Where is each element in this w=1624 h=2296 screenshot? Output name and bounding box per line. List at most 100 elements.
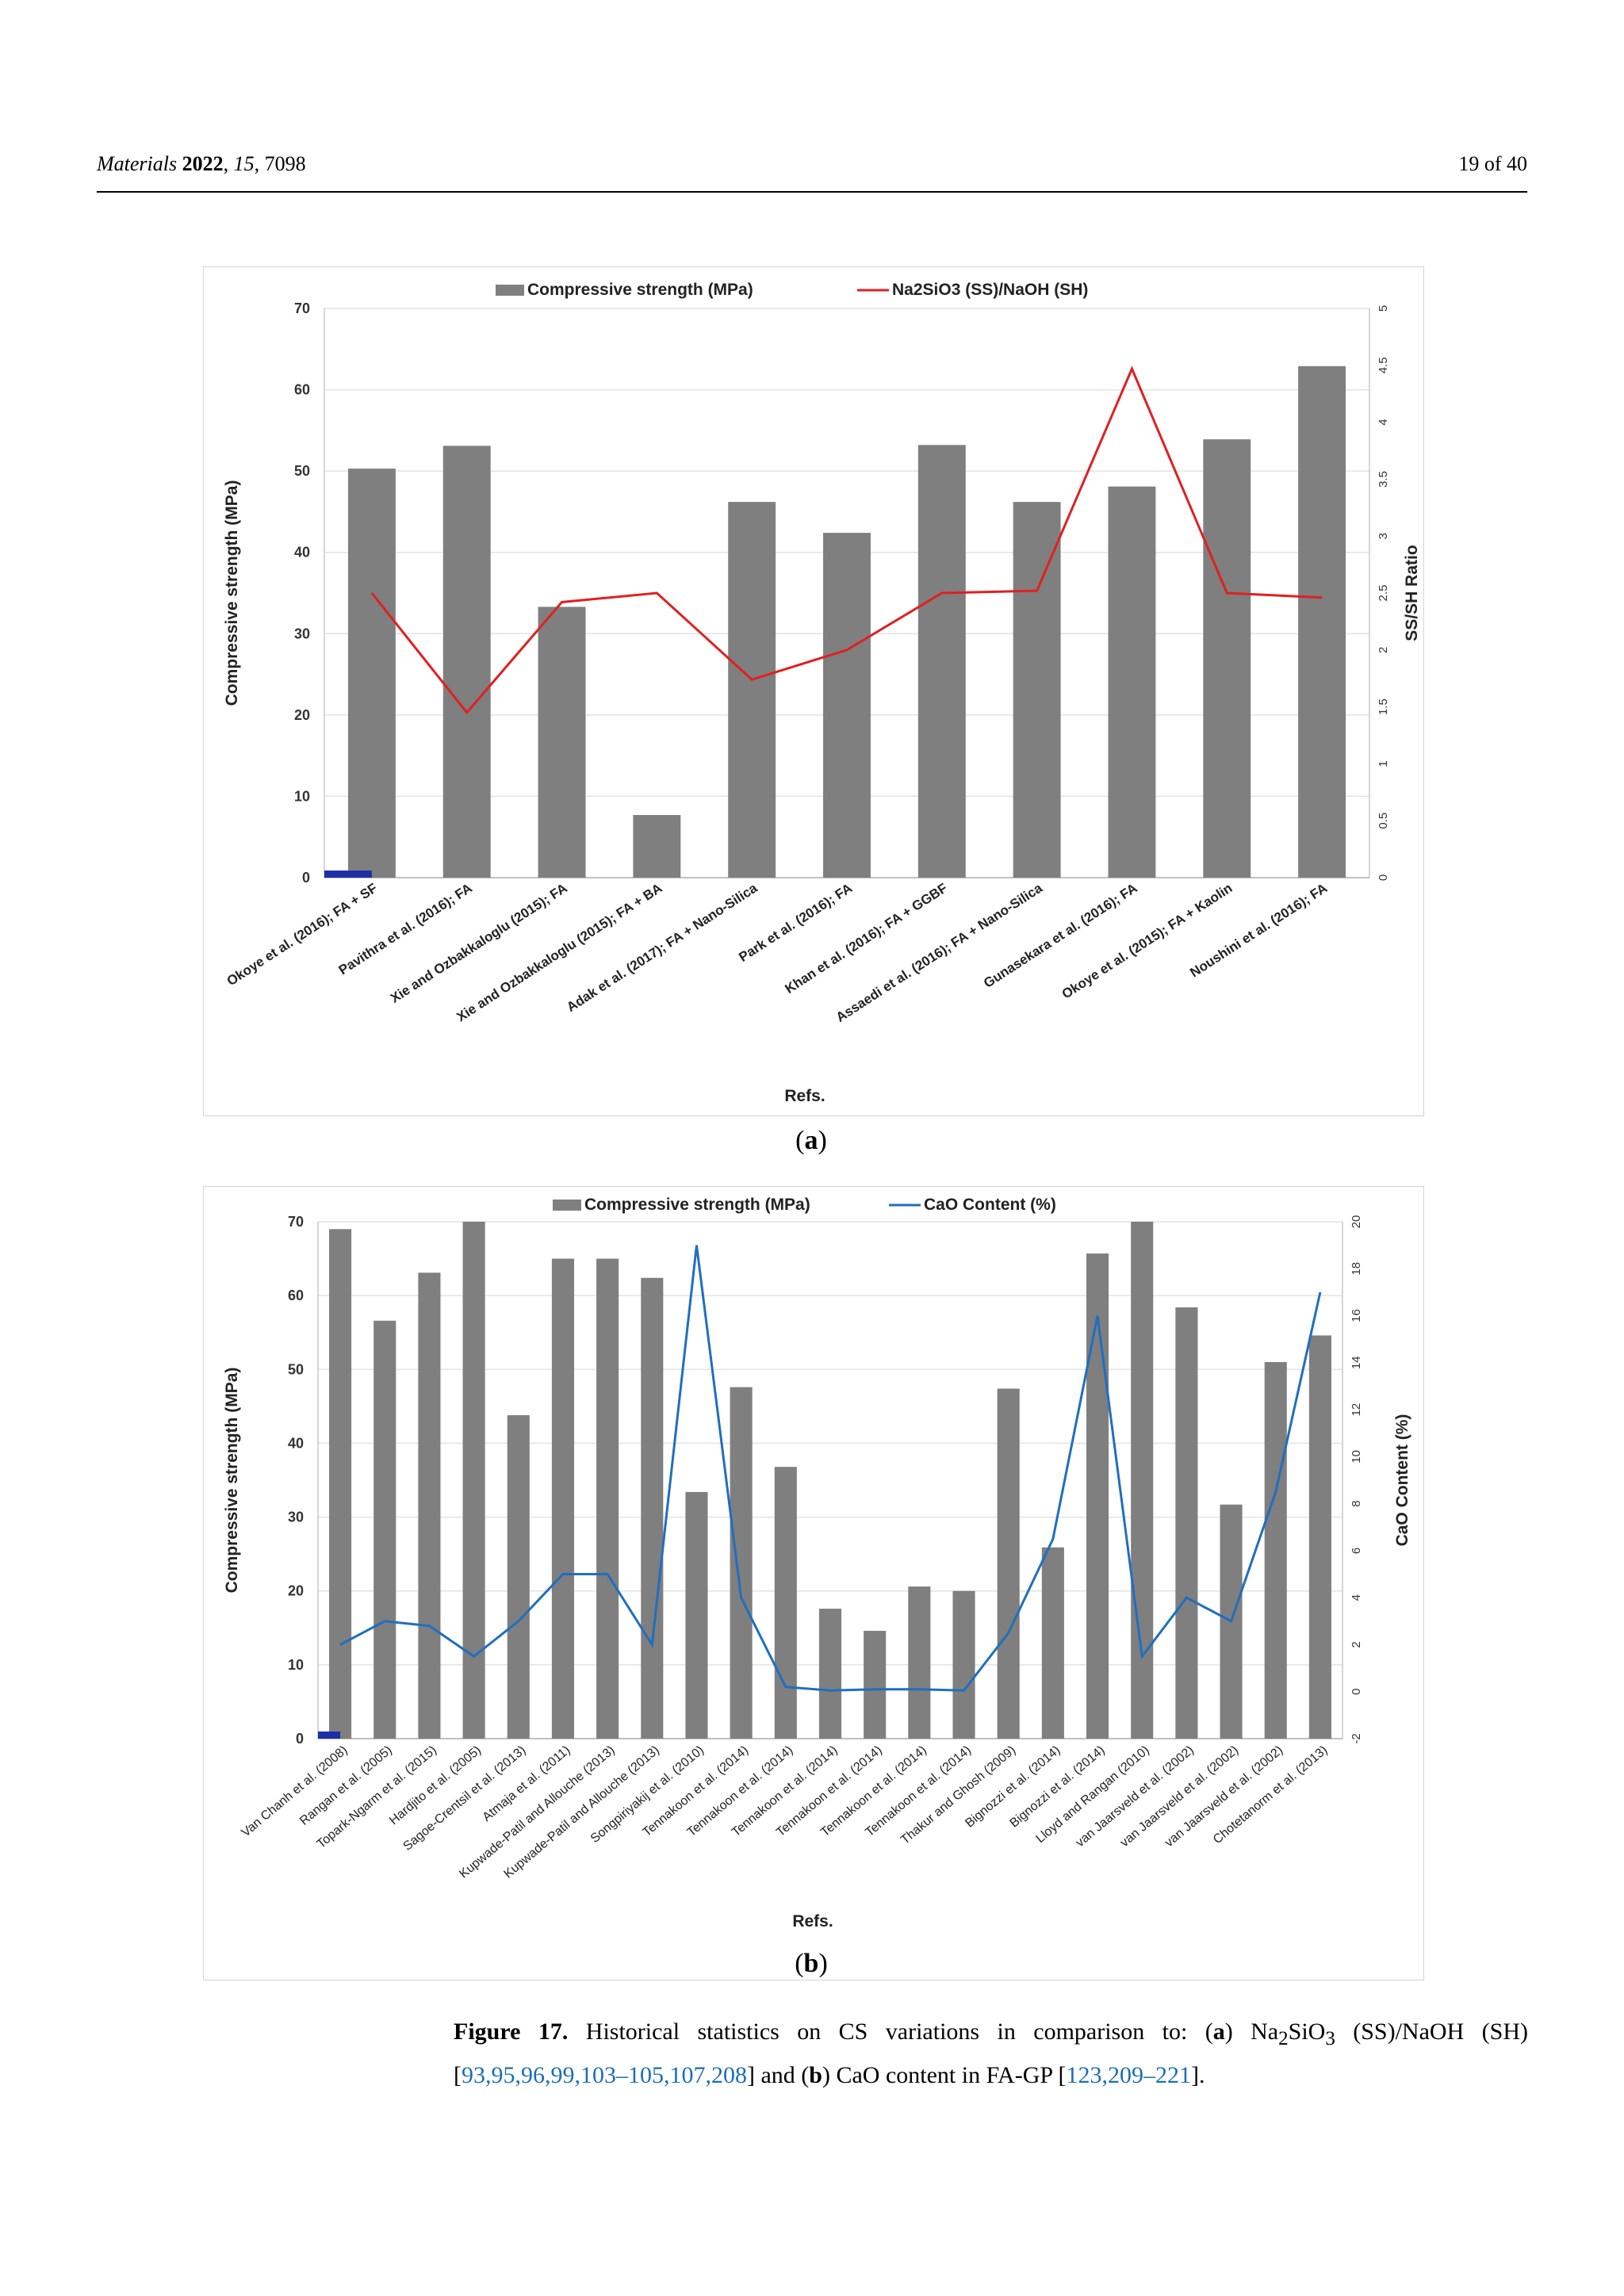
bar	[373, 1320, 396, 1739]
bar	[1308, 1335, 1331, 1739]
y2-tick-label: 4	[1350, 1594, 1363, 1601]
y-axis-title: Compressive strength (MPa)	[223, 480, 241, 706]
y-tick-label: 50	[288, 1361, 304, 1377]
x-axis-title: Refs.	[792, 1912, 833, 1931]
y2-tick-label: 0.5	[1377, 813, 1390, 829]
y-tick-label: 50	[294, 463, 310, 479]
y-tick-label: 70	[288, 1214, 304, 1230]
page-number: 19 of 40	[1458, 152, 1527, 175]
bar	[347, 469, 396, 878]
y2-tick-label: 20	[1350, 1215, 1363, 1229]
y-tick-label: 70	[294, 300, 310, 316]
legend-bar-label: Compressive strength (MPa)	[527, 281, 753, 299]
bar	[596, 1258, 619, 1739]
legend-bar-label: Compressive strength (MPa)	[584, 1196, 810, 1214]
x-tick-label: Okoye et al. (2016); FA + SF	[224, 880, 380, 989]
y2-tick-label: 4	[1377, 419, 1390, 425]
journal-name: Materials	[97, 152, 178, 175]
bar	[952, 1590, 975, 1739]
y2-tick-label: 12	[1350, 1403, 1363, 1417]
y-tick-label: 40	[288, 1435, 304, 1451]
subcaption-b: (b)	[795, 1949, 828, 1978]
bar	[1013, 502, 1061, 878]
y2-tick-label: 2.5	[1377, 585, 1390, 602]
legend-bar-swatch	[496, 285, 524, 296]
y2-tick-label: 8	[1350, 1500, 1363, 1506]
figure-label: Figure 17.	[454, 2019, 569, 2045]
y2-tick-label: 3	[1377, 533, 1390, 539]
x-tick-label: Xie and Ozbakkaloglu (2015); FA + BA	[454, 880, 665, 1024]
bar	[997, 1388, 1020, 1739]
legend-artifact-marker	[318, 1732, 341, 1739]
journal-citation: Materials 2022, 15, 7098	[97, 152, 306, 175]
bar	[462, 1222, 485, 1739]
y2-tick-label: -2	[1350, 1733, 1363, 1743]
bar	[507, 1415, 530, 1739]
legend-line-label: CaO Content (%)	[924, 1196, 1056, 1214]
bar	[1131, 1222, 1154, 1739]
y2-tick-label: 5	[1377, 305, 1390, 312]
y2-axis-title: SS/SH Ratio	[1403, 545, 1421, 641]
y2-tick-label: 6	[1350, 1548, 1363, 1554]
x-axis-title: Refs.	[784, 1087, 825, 1105]
y-tick-label: 40	[294, 545, 310, 561]
bar	[1264, 1361, 1287, 1739]
bar	[730, 1387, 753, 1739]
y2-tick-label: 1.5	[1377, 698, 1390, 715]
x-tick-label: Gunasekara et al. (2016); FA	[981, 880, 1140, 990]
y2-tick-label: 16	[1350, 1309, 1363, 1322]
bar	[685, 1491, 708, 1739]
chart-a-frame: 0 10 20 30 40 50 60 70 0 0.5 1 1.5 2 2.5 3 3.5 4 4.5 5 Okoy…	[203, 266, 1424, 1116]
y-tick-label: 10	[288, 1657, 304, 1673]
bar	[1041, 1547, 1064, 1739]
y2-tick-label: 1	[1377, 760, 1390, 767]
bar	[329, 1229, 352, 1739]
legend-bar-swatch	[553, 1200, 581, 1211]
bar	[823, 533, 871, 878]
bar	[418, 1272, 441, 1739]
references-link-a[interactable]: 93,95,96,99,103–105,107,208	[462, 2062, 747, 2088]
x-tick-label: Khan et al. (2016); FA + GGBF	[783, 880, 950, 997]
legend-line-label: Na2SiO3 (SS)/NaOH (SH)	[892, 281, 1088, 299]
y2-tick-label: 0	[1377, 874, 1390, 881]
article-number: 7098	[264, 152, 306, 175]
bar	[641, 1277, 664, 1739]
journal-year: 2022	[182, 152, 224, 175]
bar	[908, 1586, 931, 1739]
bar	[538, 607, 586, 878]
bar	[917, 445, 966, 878]
x-tick-label: Okoye et al. (2015); FA + Kaolin	[1059, 880, 1235, 1001]
bar	[1086, 1253, 1109, 1739]
x-tick-label: Xie and Ozbakkaloglu (2015); FA	[388, 880, 570, 1005]
y-tick-label: 0	[302, 870, 310, 886]
y2-tick-label: 4.5	[1377, 357, 1390, 373]
y-tick-label: 30	[294, 626, 310, 641]
y-tick-label: 20	[294, 707, 310, 723]
y2-tick-label: 2	[1377, 647, 1390, 653]
y2-axis-title: CaO Content (%)	[1393, 1414, 1411, 1547]
subcaption-a: (a)	[795, 1126, 827, 1155]
y2-tick-label: 18	[1350, 1262, 1363, 1276]
y2-tick-label: 3.5	[1377, 471, 1390, 488]
bar	[442, 446, 491, 878]
bar	[1203, 439, 1251, 878]
legend-artifact-marker	[324, 871, 372, 878]
bar	[551, 1258, 574, 1739]
y-tick-label: 60	[288, 1288, 304, 1303]
bar	[728, 502, 776, 878]
bar	[774, 1467, 797, 1739]
y-tick-label: 20	[288, 1583, 304, 1599]
references-link-b[interactable]: 123,209–221	[1066, 2062, 1191, 2088]
bar	[633, 815, 681, 878]
y-tick-label: 30	[288, 1510, 304, 1525]
bar	[1175, 1307, 1198, 1739]
y-tick-label: 0	[296, 1731, 304, 1747]
y2-tick-label: 10	[1350, 1450, 1363, 1464]
chart-b-frame: 0 10 20 30 40 50 60 70 -2 0 2 4 6 8 10 12 14 16 18 20 Van Ch…	[203, 1186, 1424, 1980]
y-axis-title: Compressive strength (MPa)	[223, 1368, 241, 1594]
header-divider	[97, 191, 1527, 193]
x-tick-label: Adak et al. (2017); FA + Nano-Silica	[564, 880, 760, 1015]
bar	[864, 1631, 887, 1739]
y2-tick-label: 0	[1350, 1689, 1363, 1695]
